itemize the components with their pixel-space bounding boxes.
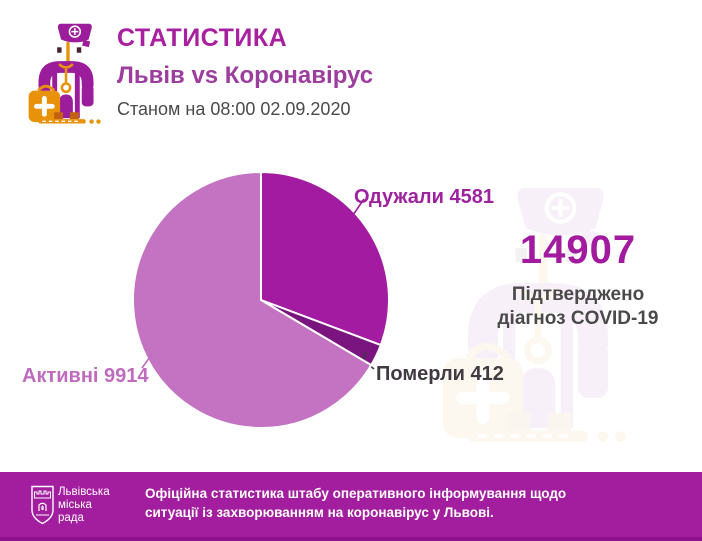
leader-line-2 [141,353,153,369]
pie-slice-0 [260,170,391,347]
header: СТАТИСТИКА Львів vs Коронавірус Станом н… [117,24,373,120]
pie-slice-2 [132,170,373,429]
page-title: СТАТИСТИКА [117,24,288,52]
org-name-line2: міська [58,499,92,511]
as-of-date: Станом на 08:00 02.09.2020 [117,99,351,119]
pie-chart [132,170,391,429]
org-name-line3: рада [58,512,84,524]
footer-text: Офіційна статистика штабу оперативного і… [145,486,567,520]
leader-line-0 [352,198,365,216]
page-subtitle: Львів vs Коронавірус [117,62,374,89]
pie-label-deaths: Померли 412 [376,363,504,385]
total-caption: Підтверджено діагноз COVID-19 [478,283,678,331]
city-shield-icon [31,485,54,525]
city-council-name: Львівська міська рада [58,486,110,525]
confirmed-total-block: 14907 Підтверджено діагноз COVID-19 [478,228,678,331]
total-value: 14907 [519,228,637,272]
org-name-line1: Львівська [58,486,110,498]
doctor-icon [26,8,106,126]
total-caption-line1: Підтверджено [511,284,645,305]
total-caption-line2: діагноз COVID-19 [497,308,659,329]
footer-bar: Львівська міська рада Офіційна статистик… [0,472,702,541]
pie-label-active: Активні 9914 [22,365,149,387]
pie-label-recovered: Одужали 4581 [354,186,494,208]
